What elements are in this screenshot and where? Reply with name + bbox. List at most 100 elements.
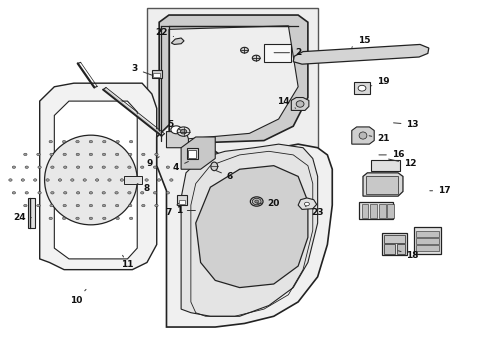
- Ellipse shape: [358, 132, 366, 139]
- Bar: [415, 231, 438, 237]
- Text: 21: 21: [368, 134, 389, 143]
- Polygon shape: [54, 101, 137, 259]
- Ellipse shape: [252, 198, 261, 205]
- Ellipse shape: [76, 192, 80, 194]
- Text: 13: 13: [393, 120, 418, 129]
- Ellipse shape: [102, 217, 106, 220]
- Bar: [383, 244, 394, 253]
- Text: 7: 7: [165, 203, 178, 217]
- Ellipse shape: [116, 217, 119, 220]
- Ellipse shape: [76, 166, 80, 168]
- Ellipse shape: [153, 166, 157, 168]
- Bar: [378, 204, 385, 218]
- Text: 11: 11: [121, 255, 133, 269]
- Text: 23: 23: [305, 206, 323, 217]
- Ellipse shape: [63, 192, 67, 194]
- Bar: [358, 202, 392, 220]
- Bar: [264, 44, 290, 62]
- Text: 3: 3: [131, 64, 151, 75]
- Ellipse shape: [63, 204, 66, 207]
- Polygon shape: [181, 137, 215, 169]
- Ellipse shape: [23, 153, 27, 156]
- Ellipse shape: [169, 179, 173, 181]
- Ellipse shape: [166, 166, 169, 168]
- Ellipse shape: [25, 192, 28, 194]
- Ellipse shape: [49, 140, 52, 143]
- Ellipse shape: [95, 179, 99, 181]
- Bar: [383, 235, 405, 243]
- Ellipse shape: [23, 204, 27, 207]
- Ellipse shape: [25, 166, 28, 168]
- Ellipse shape: [128, 204, 132, 207]
- Polygon shape: [293, 44, 428, 64]
- Ellipse shape: [63, 153, 66, 156]
- Ellipse shape: [127, 166, 131, 168]
- Polygon shape: [362, 173, 402, 196]
- Ellipse shape: [127, 192, 131, 194]
- Ellipse shape: [153, 192, 157, 194]
- Text: 19: 19: [371, 77, 389, 86]
- Ellipse shape: [129, 217, 133, 220]
- Ellipse shape: [50, 204, 53, 207]
- Bar: [188, 150, 196, 158]
- Polygon shape: [171, 38, 183, 44]
- Text: 24: 24: [13, 213, 31, 222]
- Text: 1: 1: [175, 206, 195, 215]
- Ellipse shape: [58, 179, 61, 181]
- Bar: [361, 204, 367, 218]
- Ellipse shape: [102, 204, 105, 207]
- Ellipse shape: [116, 140, 119, 143]
- Polygon shape: [298, 198, 316, 210]
- Ellipse shape: [38, 192, 41, 194]
- Ellipse shape: [240, 47, 248, 53]
- Bar: [186, 148, 197, 159]
- Bar: [147, 8, 317, 162]
- Ellipse shape: [89, 153, 92, 156]
- Ellipse shape: [170, 126, 181, 134]
- Bar: [415, 238, 438, 244]
- Bar: [415, 245, 438, 251]
- Ellipse shape: [51, 192, 54, 194]
- Polygon shape: [351, 127, 373, 144]
- Polygon shape: [195, 166, 307, 288]
- Text: 16: 16: [378, 150, 404, 159]
- Text: 10: 10: [70, 289, 86, 305]
- Polygon shape: [291, 98, 308, 111]
- Ellipse shape: [12, 192, 16, 194]
- Ellipse shape: [140, 166, 143, 168]
- Bar: [178, 201, 185, 204]
- Ellipse shape: [107, 179, 111, 181]
- Text: 6: 6: [215, 170, 232, 181]
- Ellipse shape: [177, 127, 189, 136]
- Ellipse shape: [89, 166, 92, 168]
- Ellipse shape: [49, 217, 52, 220]
- Text: 17: 17: [429, 186, 450, 195]
- Bar: [381, 233, 407, 255]
- Ellipse shape: [89, 217, 92, 220]
- Ellipse shape: [37, 153, 40, 156]
- Ellipse shape: [50, 153, 53, 156]
- Ellipse shape: [154, 153, 158, 156]
- Polygon shape: [40, 83, 157, 270]
- Ellipse shape: [128, 153, 132, 156]
- Bar: [386, 204, 393, 218]
- Ellipse shape: [115, 192, 118, 194]
- Bar: [123, 176, 142, 184]
- Text: 12: 12: [388, 159, 416, 168]
- Text: 22: 22: [155, 28, 173, 37]
- Ellipse shape: [296, 101, 304, 107]
- Ellipse shape: [89, 204, 92, 207]
- Bar: [370, 160, 399, 171]
- Ellipse shape: [51, 166, 54, 168]
- Ellipse shape: [76, 217, 79, 220]
- Ellipse shape: [304, 202, 309, 206]
- Ellipse shape: [9, 179, 12, 181]
- Ellipse shape: [357, 85, 365, 91]
- Ellipse shape: [63, 166, 67, 168]
- Ellipse shape: [254, 200, 258, 203]
- Polygon shape: [157, 119, 331, 327]
- Bar: [153, 73, 160, 77]
- Ellipse shape: [102, 153, 105, 156]
- Ellipse shape: [76, 153, 80, 156]
- Polygon shape: [168, 26, 298, 140]
